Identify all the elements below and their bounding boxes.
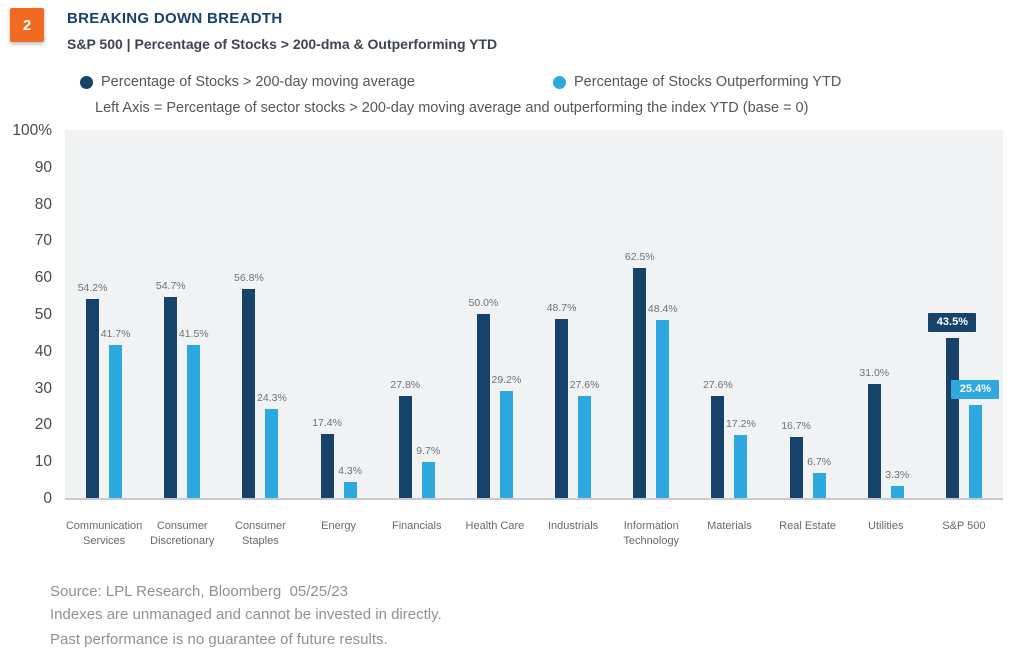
bar-value-label: 25.4% [951,379,1000,399]
legend-item-200dma: Percentage of Stocks > 200-day moving av… [80,74,415,90]
bar-outperform [656,319,670,498]
bar-value-label: 27.6% [569,379,600,392]
bar-200dma [476,314,490,498]
bar-value-label: 43.5% [928,312,977,332]
x-axis-label: Industrials [548,520,599,532]
bar-200dma [555,318,569,498]
disclaimer-text-2: Past performance is no guarantee of futu… [50,631,388,648]
x-axis-label: Utilities [868,520,904,532]
bar-outperform [265,408,279,498]
legend-dot-blue-icon [553,75,566,89]
bar-outperform [421,462,435,498]
y-axis-tick: 90 [34,158,52,176]
bar-outperform [109,344,123,498]
bar-value-label: 16.7% [781,419,811,432]
plot-area [65,130,1003,500]
y-axis-tick: 20 [34,416,52,434]
bar-value-label: 6.7% [807,456,832,469]
bar-outperform [734,434,748,498]
bar-value-label: 41.7% [100,327,131,340]
bar-200dma [711,396,725,498]
bar-value-label: 41.5% [178,328,209,341]
x-axis-label: Financials [391,520,442,532]
x-axis-label: S&P 500 [942,520,986,532]
bar-200dma [789,436,803,498]
bar-value-label: 27.6% [703,379,733,392]
bar-200dma [867,383,881,498]
bar-value-label: 62.5% [624,251,655,263]
bar-200dma [86,298,100,498]
y-axis-tick: 30 [34,379,52,397]
bar-200dma [945,337,959,498]
figure-number-badge: 2 [10,8,44,42]
y-axis-tick: 60 [34,269,52,287]
bar-value-label: 29.2% [491,373,522,386]
x-axis-label: Materials [707,520,752,532]
y-axis-tick: 0 [43,490,52,507]
bar-value-label: 48.4% [647,302,678,315]
x-axis-label: Health Care [465,520,525,532]
bar-value-label: 24.3% [257,391,287,404]
bar-value-label: 27.8% [390,378,421,391]
x-axis-label: Real Estate [779,520,837,532]
bars-layer: 54.2% 41.7% 54.7% 41.5% 56.8% 24.3% 17.4% 4.3% 2… [65,130,1003,498]
bar-outperform [578,396,592,498]
y-axis-tick: 80 [34,195,52,213]
x-axis-label: Communication Services [65,520,143,548]
legend-label-outperforming: Percentage of Stocks Outperforming YTD [574,74,842,90]
bar-outperform [343,482,357,498]
bar-value-label: 31.0% [859,366,890,379]
bar-value-label: 17.2% [726,417,756,430]
bar-value-label: 56.8% [234,271,264,284]
y-axis-tick: 40 [34,342,52,360]
bar-value-label: 48.7% [546,301,577,314]
legend-item-outperforming: Percentage of Stocks Outperforming YTD [553,74,841,90]
x-axis-label: Consumer Staples [235,520,286,548]
bar-outperform [812,473,826,498]
bar-value-label: 54.7% [155,279,186,292]
bar-200dma [320,433,334,498]
x-axis-label: Consumer Discretionary [150,520,215,548]
y-axis-tick: 70 [34,232,52,250]
x-axis-label: Energy [321,520,356,532]
bar-outperform [499,390,513,498]
bar-value-label: 54.2% [77,281,108,294]
bar-outperform [968,404,982,498]
y-axis: 100% 90 80 70 60 50 40 30 20 10 0 [0,122,58,507]
y-axis-tick: 100% [12,122,52,139]
bar-value-label: 17.4% [312,416,342,429]
bar-value-label: 50.0% [468,297,499,309]
bar-value-label: 3.3% [885,468,910,481]
bar-200dma [242,288,256,498]
x-axis-label: Information Technology [623,520,680,548]
y-axis-tick: 10 [34,453,52,471]
chart-subtitle: S&P 500 | Percentage of Stocks > 200-dma… [67,36,498,52]
legend-label-200dma: Percentage of Stocks > 200-day moving av… [101,74,415,90]
bar-200dma [633,268,647,498]
bar-200dma [398,395,412,498]
left-axis-note: Left Axis = Percentage of sector stocks … [95,100,809,116]
legend-dot-navy-icon [80,75,93,89]
disclaimer-text-1: Indexes are unmanaged and cannot be inve… [50,606,442,623]
bar-value-label: 9.7% [416,445,441,458]
bar-value-label: 4.3% [338,465,363,478]
source-text: Source: LPL Research, Bloomberg 05/25/23 [50,583,348,600]
bar-outperform [890,485,904,498]
bar-200dma [164,296,178,498]
page-title: BREAKING DOWN BREADTH [67,10,283,27]
y-axis-tick: 50 [34,306,52,323]
bar-outperform [187,345,201,498]
